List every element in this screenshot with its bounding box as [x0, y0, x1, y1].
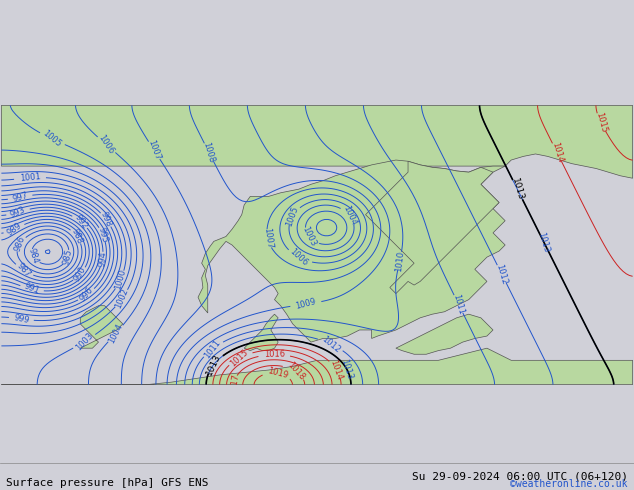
Text: 1003: 1003 [74, 331, 95, 352]
Text: 996: 996 [79, 286, 95, 304]
Text: 1012: 1012 [320, 334, 342, 354]
Text: 1019: 1019 [266, 367, 289, 380]
Text: 999: 999 [13, 313, 30, 325]
Polygon shape [81, 306, 123, 348]
Text: 1017: 1017 [228, 373, 240, 396]
Text: 1011: 1011 [202, 338, 223, 360]
Polygon shape [366, 161, 499, 294]
Text: 1014: 1014 [328, 358, 344, 381]
Text: 1015: 1015 [594, 111, 608, 134]
Text: 998: 998 [99, 211, 113, 229]
Text: 1003: 1003 [300, 225, 317, 248]
Text: 992: 992 [72, 213, 89, 231]
Text: 997: 997 [11, 191, 29, 204]
Polygon shape [396, 314, 493, 354]
Text: 1000: 1000 [113, 269, 127, 291]
Text: 1007: 1007 [262, 227, 274, 249]
Text: 1002: 1002 [114, 287, 130, 310]
Text: 991: 991 [23, 282, 41, 296]
Text: 1005: 1005 [41, 129, 63, 149]
Text: 1013: 1013 [536, 231, 551, 254]
Text: 1010: 1010 [394, 250, 406, 272]
Text: Surface pressure [hPa] GFS ENS: Surface pressure [hPa] GFS ENS [6, 478, 209, 488]
Text: 1011: 1011 [451, 293, 465, 316]
Text: 1004: 1004 [342, 204, 358, 227]
Text: 1009: 1009 [295, 297, 317, 311]
Text: 995: 995 [96, 226, 109, 244]
Text: 994: 994 [97, 251, 108, 268]
Text: 990: 990 [72, 265, 88, 283]
Text: 1008: 1008 [202, 141, 216, 164]
Text: Su 29-09-2024 06:00 UTC (06+120): Su 29-09-2024 06:00 UTC (06+120) [411, 471, 628, 481]
Polygon shape [244, 314, 278, 351]
Text: 1004: 1004 [107, 322, 124, 345]
Text: 1016: 1016 [264, 350, 285, 359]
Text: 1006: 1006 [288, 247, 309, 268]
Text: 988: 988 [70, 227, 84, 245]
Text: 1013: 1013 [205, 352, 223, 377]
Text: 1005: 1005 [285, 204, 301, 227]
Text: 993: 993 [9, 205, 27, 220]
Text: ©weatheronline.co.uk: ©weatheronline.co.uk [510, 479, 628, 489]
Text: 1001: 1001 [19, 172, 41, 183]
Text: 1018: 1018 [285, 361, 306, 382]
Text: 1013: 1013 [510, 177, 525, 202]
Text: 1007: 1007 [146, 139, 162, 162]
Text: 987: 987 [15, 261, 32, 279]
Polygon shape [1, 105, 633, 178]
Text: 985: 985 [61, 248, 74, 266]
Text: 984: 984 [27, 247, 40, 265]
Text: 1015: 1015 [228, 348, 250, 368]
Text: 989: 989 [5, 220, 23, 238]
Text: 1012: 1012 [495, 263, 509, 285]
Polygon shape [1, 348, 633, 385]
Polygon shape [198, 160, 505, 342]
Text: 986: 986 [13, 235, 27, 253]
Text: 1014: 1014 [550, 141, 564, 164]
Text: 1006: 1006 [97, 133, 116, 156]
Text: 1013: 1013 [340, 358, 354, 381]
